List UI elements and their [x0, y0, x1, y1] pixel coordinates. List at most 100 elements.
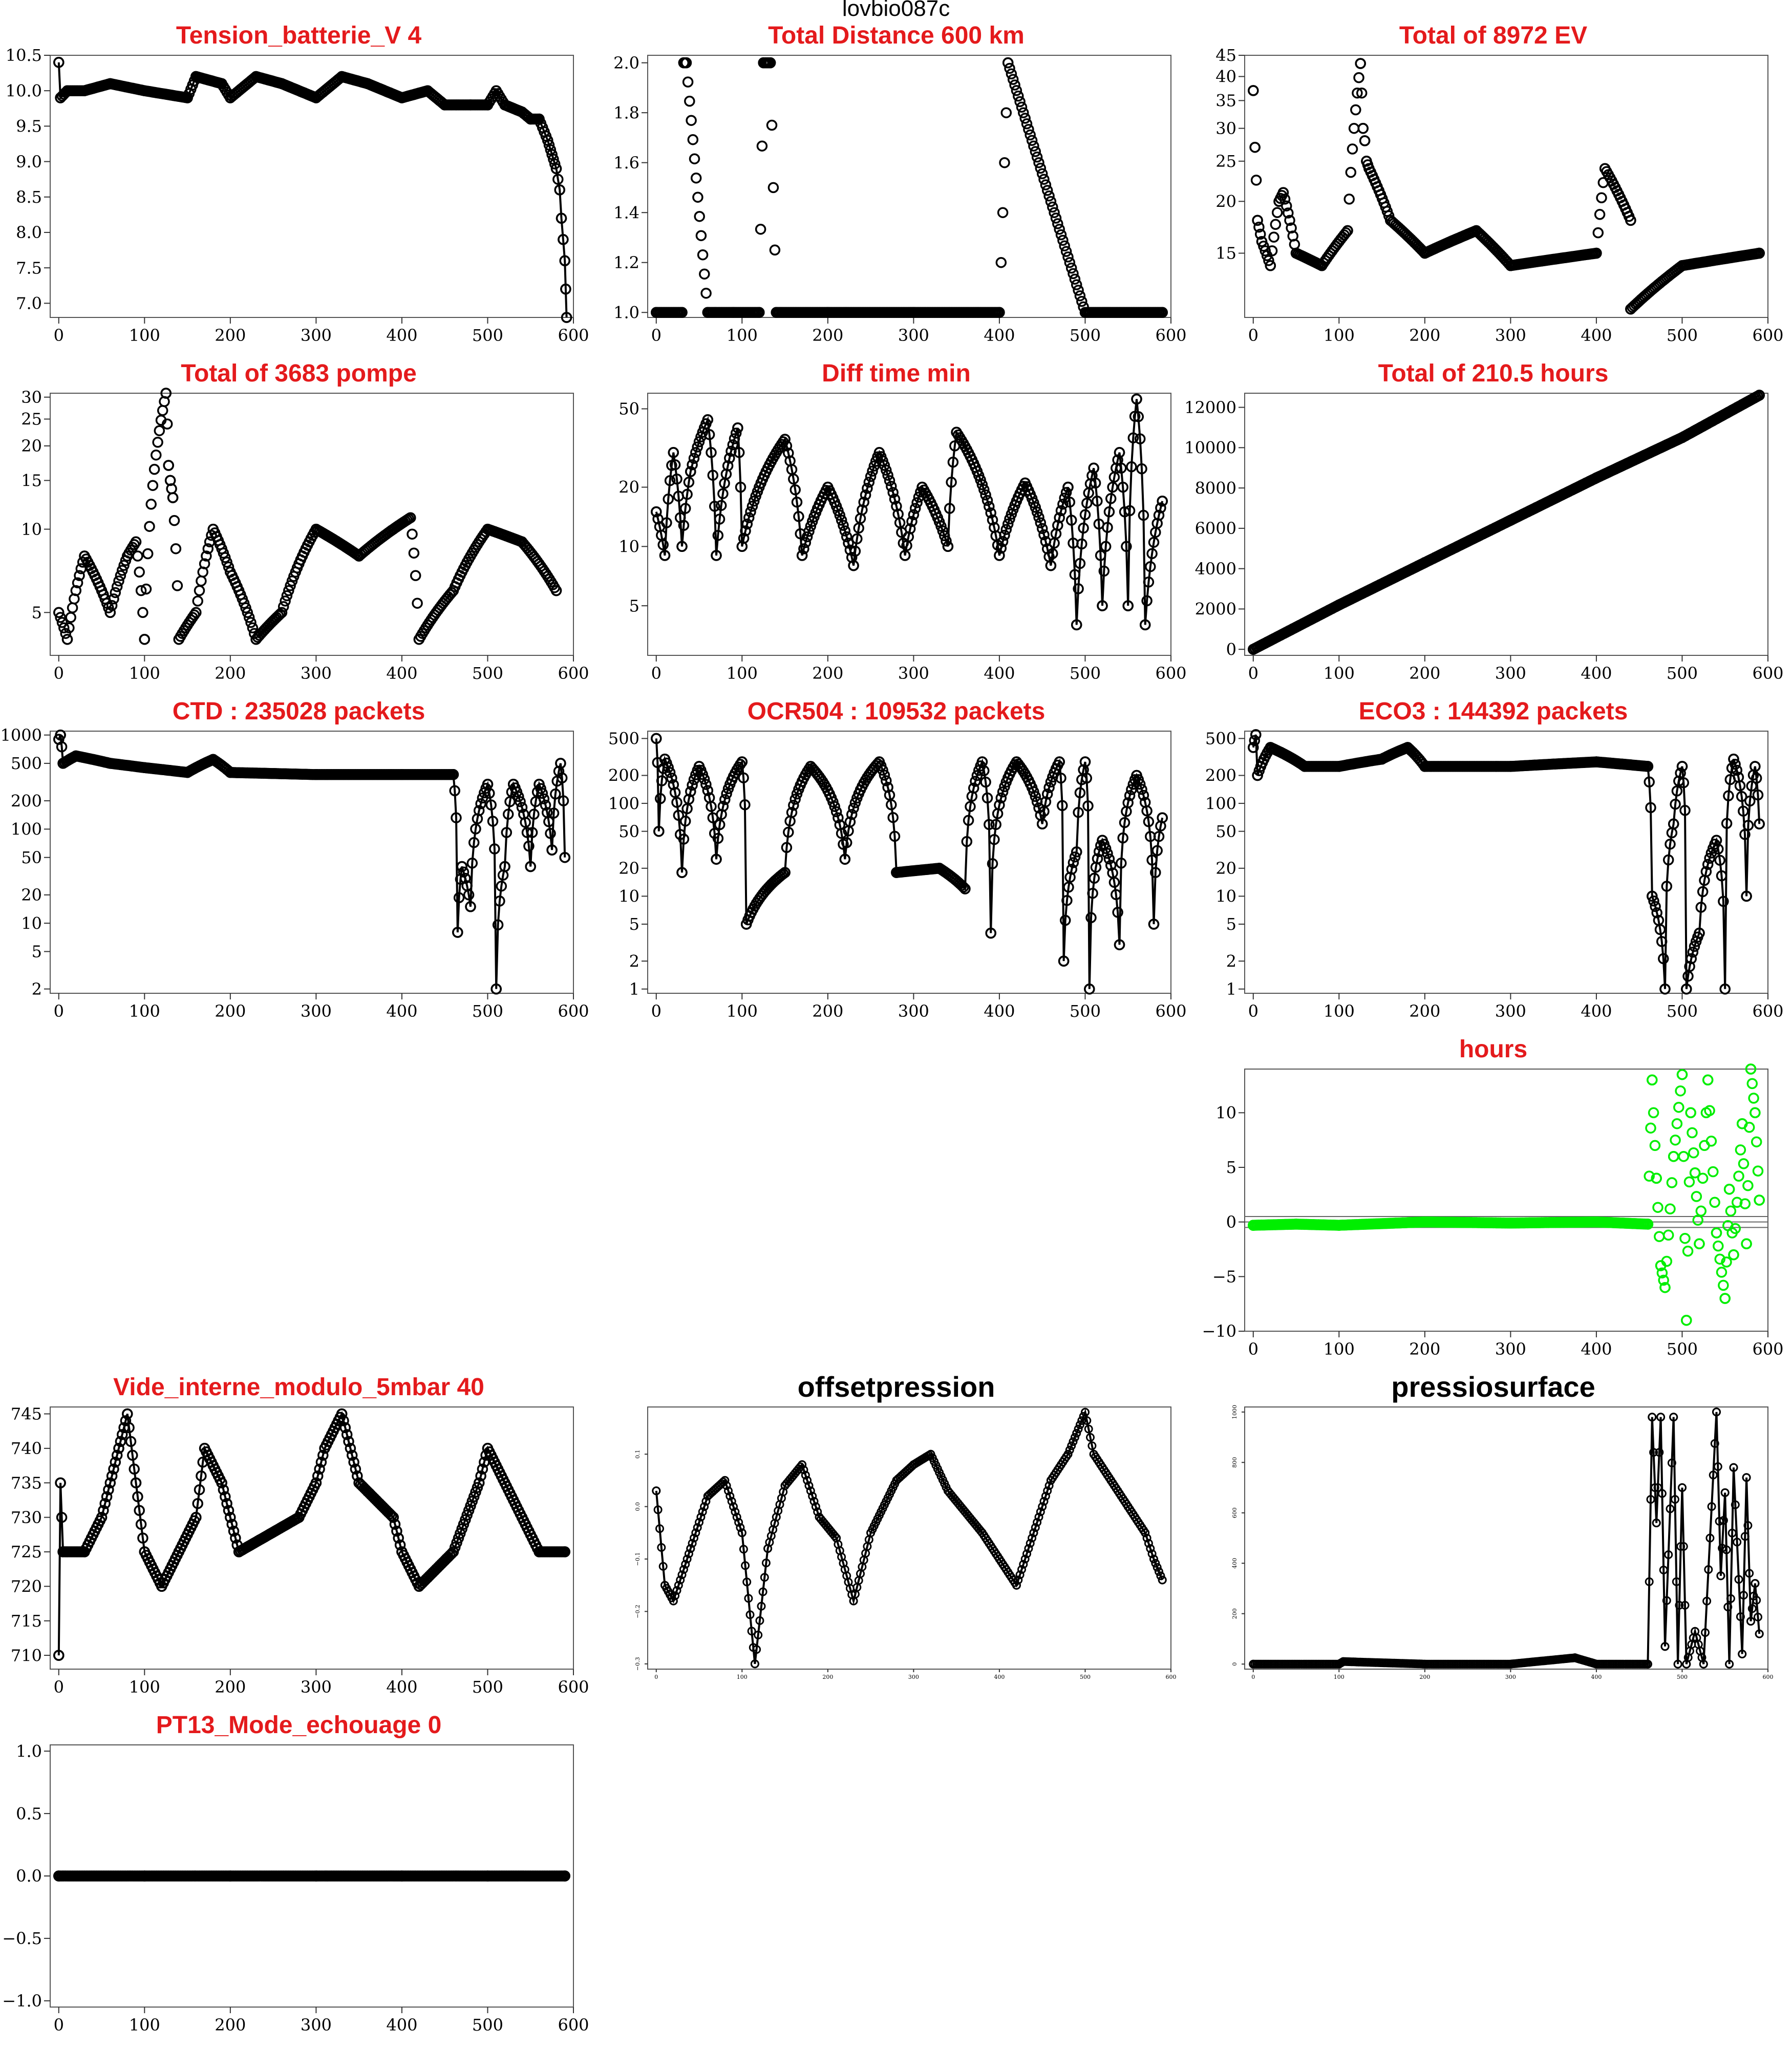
- data-point: [556, 212, 567, 224]
- data-point: [1755, 1629, 1764, 1638]
- data-point: [346, 1449, 358, 1461]
- data-point: [809, 1497, 819, 1506]
- data-point: [1002, 518, 1014, 530]
- data-point: [1063, 1449, 1073, 1459]
- data-point: [412, 598, 423, 609]
- data-point: [1031, 152, 1043, 163]
- data-point: [1686, 953, 1697, 965]
- data-point: [754, 307, 765, 318]
- data-point: [111, 1449, 123, 1461]
- data-point: [1074, 290, 1086, 302]
- data-point: [1648, 895, 1659, 907]
- data-point: [696, 1512, 706, 1522]
- data-point: [886, 799, 897, 810]
- data-point: [554, 184, 565, 196]
- data-point: [216, 1477, 227, 1488]
- x-tick-label: 600: [558, 326, 589, 345]
- y-tick-label: 800: [1231, 1457, 1238, 1468]
- data-point: [1680, 1601, 1690, 1610]
- data-point: [761, 1559, 771, 1568]
- y-tick-label: 745: [11, 1404, 42, 1424]
- data-point: [779, 434, 791, 445]
- data-point: [1011, 756, 1022, 767]
- data-point: [447, 769, 459, 780]
- data-point: [388, 1511, 399, 1523]
- data-point: [729, 1502, 738, 1511]
- series-line: [57, 1411, 565, 1656]
- data-point: [226, 1519, 238, 1530]
- data-point: [1754, 247, 1765, 259]
- data-point: [1157, 495, 1168, 507]
- data-point: [1089, 1449, 1098, 1459]
- chart-offset: 0 100 200 300 400 500 600−0.3−0.2−0.10.00.1: [634, 1406, 1177, 1680]
- x-tick-label: 200: [812, 1001, 843, 1021]
- data-point: [1654, 1231, 1665, 1242]
- data-point: [516, 536, 528, 548]
- data-point: [1728, 1249, 1739, 1261]
- data-point: [1068, 268, 1079, 280]
- chart-title: Vide_interne_modulo_5mbar 40: [113, 1374, 484, 1401]
- data-point: [985, 927, 996, 939]
- data-point: [663, 494, 674, 505]
- data-point: [1678, 1150, 1690, 1162]
- data-point: [688, 774, 700, 785]
- data-point: [1033, 1518, 1042, 1527]
- data-point: [681, 1560, 690, 1569]
- series-line: [1252, 734, 1761, 989]
- data-point: [1283, 207, 1294, 219]
- data-point: [394, 1539, 406, 1551]
- data-point: [752, 1645, 761, 1654]
- data-point: [516, 802, 528, 813]
- series-line: [655, 1409, 1164, 1665]
- y-tick-label: −0.5: [2, 1929, 42, 1948]
- data-point: [446, 587, 457, 599]
- chart-hours-total: 0 100 200 300 400 500 600020004000600080001000…: [1184, 390, 1784, 683]
- data-point: [976, 479, 988, 490]
- x-tick-label: 400: [386, 1001, 417, 1021]
- data-point: [1353, 72, 1364, 83]
- data-point: [1697, 1172, 1709, 1184]
- data-point: [1712, 1407, 1721, 1417]
- data-point: [887, 487, 899, 498]
- data-point: [803, 526, 815, 537]
- x-tick-label: 300: [898, 326, 929, 345]
- data-point: [1260, 245, 1271, 257]
- data-point: [1675, 767, 1686, 779]
- data-point: [98, 1505, 109, 1516]
- data-point: [1006, 68, 1017, 80]
- data-point: [134, 1505, 145, 1516]
- data-point: [709, 501, 720, 512]
- data-point: [1249, 141, 1261, 153]
- data-point: [1124, 505, 1136, 517]
- data-point: [1248, 85, 1259, 96]
- chart-pt13: 0 100 200 300 400 500 600−1.0−0.50.00.51.0: [2, 1741, 589, 2035]
- data-point: [738, 772, 749, 783]
- x-tick-label: 500: [1070, 664, 1101, 683]
- data-point: [1007, 74, 1019, 85]
- data-point: [362, 78, 373, 90]
- plot-frame: [1244, 1069, 1768, 1332]
- data-point: [1700, 866, 1712, 878]
- data-point: [1682, 1245, 1694, 1257]
- data-point: [726, 1491, 735, 1501]
- data-point: [538, 793, 550, 804]
- data-point: [1648, 1107, 1659, 1119]
- data-point: [659, 753, 671, 765]
- data-point: [65, 612, 76, 623]
- data-point: [161, 418, 173, 430]
- data-point: [1334, 1659, 1343, 1669]
- y-tick-label: 5: [32, 942, 42, 962]
- data-point: [788, 473, 799, 485]
- data-point: [148, 463, 160, 475]
- data-point: [550, 163, 562, 175]
- data-point: [452, 927, 463, 938]
- y-tick-label: 25: [21, 410, 42, 429]
- data-point: [482, 778, 494, 790]
- x-tick-label: 600: [558, 1677, 589, 1697]
- data-point: [451, 812, 462, 823]
- data-point: [317, 1449, 329, 1461]
- data-point: [957, 881, 969, 893]
- data-point: [678, 834, 690, 845]
- data-point: [754, 1630, 763, 1639]
